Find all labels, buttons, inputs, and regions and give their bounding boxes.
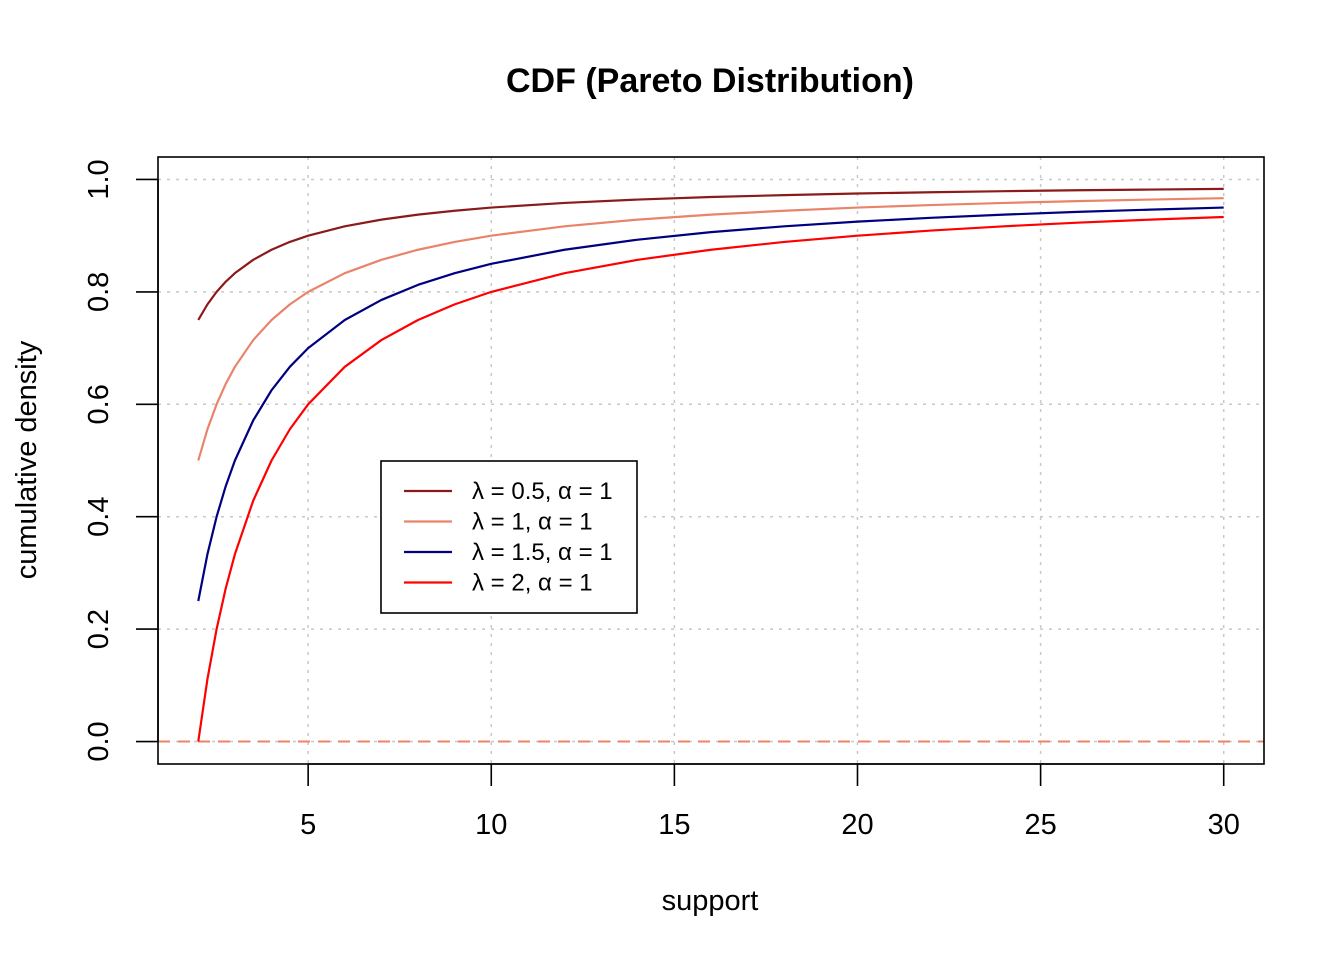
grid — [158, 157, 1264, 764]
y-tick-label-5: 1.0 — [83, 159, 115, 199]
y-axis: 0.0 0.2 0.4 0.6 0.8 1.0 — [83, 159, 159, 762]
legend-label-2: λ = 1.5, α = 1 — [472, 539, 613, 566]
legend: λ = 0.5, α = 1 λ = 1, α = 1 λ = 1.5, α = 1… — [380, 460, 638, 614]
series-line-1 — [197, 197, 1224, 461]
x-axis-label: support — [662, 885, 759, 917]
y-tick-label-0: 0.0 — [83, 721, 115, 761]
legend-label-0: λ = 0.5, α = 1 — [472, 478, 613, 505]
x-tick-label-2: 15 — [658, 809, 690, 841]
x-tick-label-5: 30 — [1208, 809, 1240, 841]
y-tick-label-3: 0.6 — [83, 384, 115, 424]
series-line-2 — [197, 206, 1224, 602]
y-tick-label-1: 0.2 — [83, 609, 115, 649]
chart-title: CDF (Pareto Distribution) — [506, 62, 914, 100]
y-tick-label-2: 0.4 — [83, 497, 115, 537]
x-tick-label-0: 5 — [300, 809, 316, 841]
x-tick-label-1: 10 — [475, 809, 507, 841]
legend-box — [380, 460, 638, 614]
legend-label-3: λ = 2, α = 1 — [472, 570, 593, 597]
x-tick-label-4: 25 — [1024, 809, 1056, 841]
series-line-3 — [197, 215, 1224, 742]
series-line-0 — [197, 187, 1224, 321]
series-lines — [197, 187, 1224, 742]
y-axis-label: cumulative density — [11, 340, 43, 579]
x-tick-label-3: 20 — [841, 809, 873, 841]
y-tick-label-4: 0.8 — [83, 272, 115, 312]
plot-frame — [157, 156, 1265, 765]
x-axis: 5 10 15 20 25 30 — [300, 763, 1240, 841]
legend-label-1: λ = 1, α = 1 — [472, 509, 593, 536]
